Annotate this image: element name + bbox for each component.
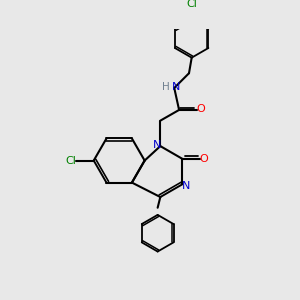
Text: O: O (200, 154, 208, 164)
Text: N: N (171, 82, 180, 92)
Text: H: H (162, 82, 170, 92)
Text: N: N (153, 140, 161, 150)
Text: Cl: Cl (65, 155, 76, 166)
Text: N: N (182, 181, 190, 190)
Text: Cl: Cl (186, 0, 197, 9)
Text: O: O (196, 104, 205, 114)
